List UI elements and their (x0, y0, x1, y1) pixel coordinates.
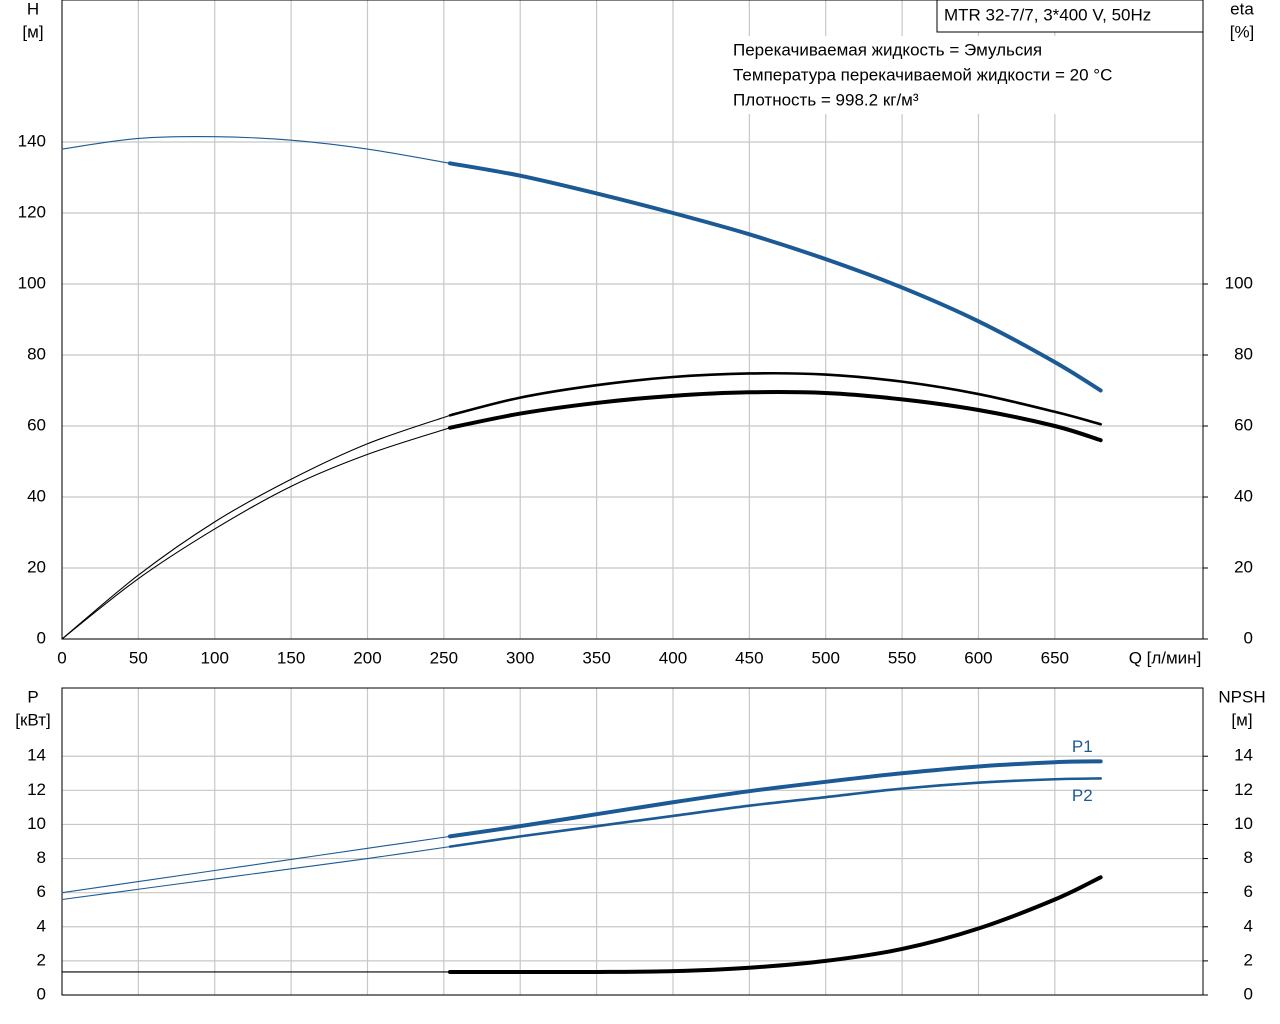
y-tick-label: 14 (27, 746, 46, 765)
y-axis-label: H (27, 0, 39, 18)
curve (61, 414, 451, 640)
x-tick-label: 200 (353, 648, 381, 667)
y2-axis-label: eta (1230, 0, 1254, 18)
y2-tick-label: 2 (1244, 950, 1253, 969)
y2-tick-label: 6 (1244, 882, 1253, 901)
y2-tick-label: 60 (1234, 415, 1253, 434)
y2-axis-unit: [м] (1231, 710, 1252, 729)
x-tick-label: 400 (659, 648, 687, 667)
y2-tick-label: 14 (1234, 746, 1253, 765)
curve (61, 846, 451, 901)
y-tick-label: 0 (37, 984, 46, 1003)
y-axis-label: P (27, 687, 38, 706)
x-tick-label: 0 (57, 648, 66, 667)
y2-tick-label: 0 (1244, 984, 1253, 1003)
curve (448, 371, 1102, 426)
x-tick-label: 650 (1041, 648, 1069, 667)
curve (61, 427, 451, 640)
x-tick-label: 50 (129, 648, 148, 667)
x-tick-label: 500 (812, 648, 840, 667)
curve (447, 759, 1103, 839)
y2-tick-label: 80 (1234, 344, 1253, 363)
y2-axis-label: NPSH (1218, 687, 1265, 706)
y-tick-label: 0 (37, 628, 46, 647)
x-tick-label: 450 (735, 648, 763, 667)
annotation: Плотность = 998.2 кг/м³ (733, 90, 919, 109)
plot-frame (61, 687, 1204, 996)
y-tick-label: 60 (27, 415, 46, 434)
y-tick-label: 120 (18, 202, 46, 221)
y-tick-label: 100 (18, 273, 46, 292)
x-tick-label: 150 (277, 648, 305, 667)
y2-tick-label: 0 (1244, 628, 1253, 647)
y-tick-label: 8 (37, 848, 46, 867)
y-tick-label: 6 (37, 882, 46, 901)
chart-title: MTR 32-7/7, 3*400 V, 50Hz (944, 5, 1151, 24)
x-tick-label: 250 (430, 648, 458, 667)
curve (61, 135, 451, 164)
y-tick-label: 40 (27, 486, 46, 505)
y2-axis-unit: [%] (1230, 22, 1255, 41)
series-label: P1 (1072, 737, 1093, 756)
curve (447, 389, 1103, 443)
x-tick-label: 600 (964, 648, 992, 667)
y-axis-unit: [кВт] (15, 710, 50, 729)
y-tick-label: 10 (27, 814, 46, 833)
x-tick-label: 300 (506, 648, 534, 667)
annotation: Температура перекачиваемой жидкости = 20… (733, 65, 1112, 84)
x-axis-label: Q [л/мин] (1129, 648, 1202, 667)
y2-tick-label: 8 (1244, 848, 1253, 867)
y-tick-label: 4 (37, 916, 46, 935)
y2-tick-label: 12 (1234, 780, 1253, 799)
x-tick-label: 350 (582, 648, 610, 667)
series-label: P2 (1072, 786, 1093, 805)
annotation: Перекачиваемая жидкость = Эмульсия (733, 40, 1042, 59)
plot-frame (61, 0, 1204, 640)
y2-tick-label: 20 (1234, 557, 1253, 576)
y-tick-label: 140 (18, 131, 46, 150)
y-tick-label: 12 (27, 780, 46, 799)
y-tick-label: 80 (27, 344, 46, 363)
curve (447, 161, 1103, 393)
y-axis-unit: [м] (22, 22, 43, 41)
y2-tick-label: 40 (1234, 486, 1253, 505)
x-tick-label: 550 (888, 648, 916, 667)
y2-tick-label: 10 (1234, 814, 1253, 833)
y-tick-label: 20 (27, 557, 46, 576)
x-tick-label: 100 (201, 648, 229, 667)
curve (447, 875, 1103, 975)
title-box (936, 0, 1204, 33)
y2-tick-label: 4 (1244, 916, 1253, 935)
curve (448, 777, 1102, 848)
y-tick-label: 2 (37, 950, 46, 969)
y2-tick-label: 100 (1225, 273, 1253, 292)
curve (61, 835, 451, 894)
annotation-background (728, 36, 1198, 114)
